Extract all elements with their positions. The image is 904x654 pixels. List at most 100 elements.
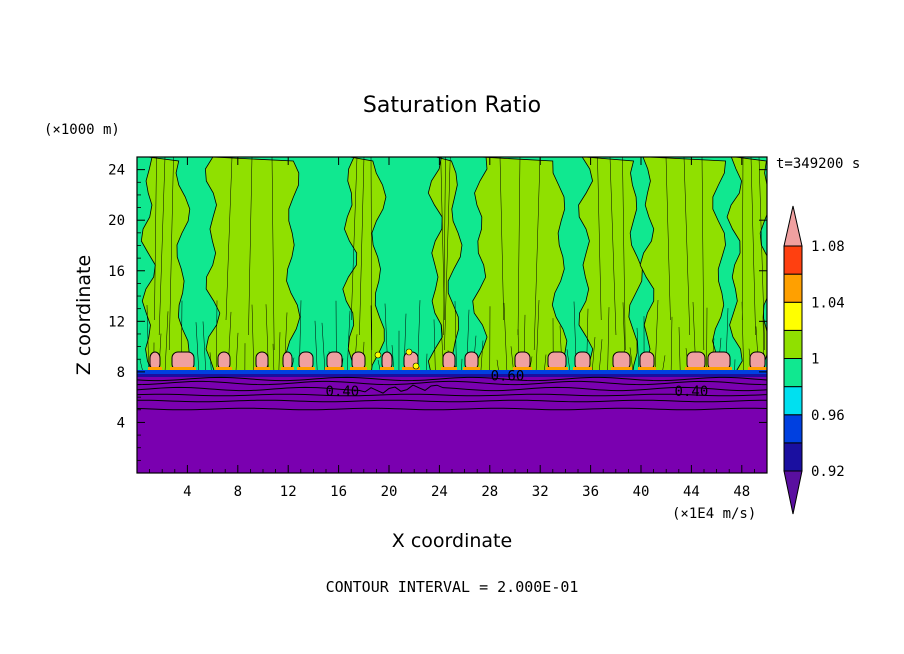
orange-fringe xyxy=(513,367,532,372)
streak xyxy=(670,316,673,373)
column-edge xyxy=(533,157,541,351)
colorbar: 1.08 1.04 1 0.96 0.92 xyxy=(783,205,845,515)
colorbar-swatch xyxy=(783,273,803,303)
x-tick-label: 12 xyxy=(280,484,297,500)
colorbar-swatch xyxy=(783,301,803,331)
streak xyxy=(425,353,428,373)
streak xyxy=(235,332,239,373)
x-tick-label: 44 xyxy=(683,484,700,500)
x-axis: 4 8 12 16 20 24 28 32 36 40 44 48 xyxy=(149,157,755,500)
time-label: t=349200 s xyxy=(776,156,860,172)
orange-fringe xyxy=(748,367,767,372)
streak xyxy=(251,304,255,373)
streak xyxy=(164,311,169,373)
column-edge xyxy=(517,157,521,336)
orange-fringe xyxy=(638,367,656,372)
contour-label: 0.40 xyxy=(675,384,709,400)
orange-fringe xyxy=(402,367,420,372)
column-edge xyxy=(750,157,756,336)
y-unit-label: (×1000 m) xyxy=(44,122,120,138)
orange-fringe xyxy=(350,367,367,372)
streak xyxy=(139,359,144,373)
chart-title: Saturation Ratio xyxy=(363,93,541,118)
column-edge xyxy=(597,157,602,321)
plot-area xyxy=(137,157,767,473)
y-tick-label: 12 xyxy=(108,314,125,330)
contour-line xyxy=(137,407,767,411)
orange-fringe xyxy=(297,367,315,372)
colorbar-swatch xyxy=(783,414,803,444)
orange-fringe xyxy=(148,367,162,372)
streak xyxy=(503,302,508,373)
column-edge xyxy=(683,157,691,336)
x-unit-label: (×1E4 m/s) xyxy=(672,506,756,522)
streak xyxy=(654,299,659,373)
x-tick-label: 36 xyxy=(582,484,599,500)
orange-fringe xyxy=(281,367,294,372)
y-tick-label: 8 xyxy=(117,365,125,381)
colorbar-swatch xyxy=(783,386,803,416)
colorbar-swatch xyxy=(783,358,803,388)
streak xyxy=(591,337,596,373)
y-tick-label: 16 xyxy=(108,264,125,280)
orange-fringe xyxy=(254,367,270,372)
contour-line xyxy=(137,399,767,403)
contour-line xyxy=(137,384,767,394)
streak xyxy=(566,349,571,373)
colorbar-swatch xyxy=(783,329,803,359)
streak xyxy=(433,319,436,373)
colorbar-swatch xyxy=(783,442,803,472)
streak xyxy=(202,321,207,373)
x-tick-label: 32 xyxy=(532,484,549,500)
streak xyxy=(321,322,326,373)
orange-fringe xyxy=(380,367,394,372)
contour-interval: CONTOUR INTERVAL = 2.000E-01 xyxy=(326,578,579,596)
column-edge xyxy=(154,157,157,321)
streak xyxy=(607,307,610,373)
streak xyxy=(535,300,540,373)
colorbar-top-arrow xyxy=(783,205,803,247)
contour-line xyxy=(137,380,767,386)
colorbar-label: 0.92 xyxy=(811,464,845,480)
contour-lines xyxy=(137,376,767,411)
streak xyxy=(496,359,500,373)
column-edge xyxy=(444,157,451,351)
streak xyxy=(195,322,200,373)
colorbar-label: 0.96 xyxy=(811,408,845,424)
streak xyxy=(741,301,744,373)
colorbar-bottom-arrow xyxy=(783,470,803,515)
x-tick-label: 24 xyxy=(431,484,448,500)
orange-fringe xyxy=(441,367,457,372)
x-axis-label: X coordinate xyxy=(392,530,512,552)
streak xyxy=(598,339,603,373)
streak xyxy=(346,310,351,373)
orange-fringe xyxy=(611,367,632,372)
x-tick-label: 20 xyxy=(381,484,398,500)
colorbar-label: 1 xyxy=(811,352,819,368)
streak xyxy=(370,305,373,373)
x-tick-label: 40 xyxy=(633,484,650,500)
navy-fringe xyxy=(137,374,767,377)
streak xyxy=(146,305,150,373)
streak xyxy=(216,300,218,373)
orange-fringe xyxy=(685,367,707,372)
streak xyxy=(314,320,318,373)
contour-line xyxy=(137,393,767,397)
column-edge xyxy=(443,157,446,336)
yellow-spot xyxy=(374,351,382,359)
streak xyxy=(543,354,547,373)
yellow-spot xyxy=(412,362,420,370)
column-edge xyxy=(271,157,275,351)
orange-fringe xyxy=(573,367,592,372)
vertical-columns xyxy=(139,157,767,378)
column-edge xyxy=(741,157,744,321)
x-tick-label: 4 xyxy=(183,484,191,500)
contour-label: 0.60 xyxy=(491,369,525,385)
x-tick-label: 8 xyxy=(234,484,242,500)
colorbar-label: 1.04 xyxy=(811,295,845,311)
orange-fringe xyxy=(170,367,196,372)
y-axis: 4 8 12 16 20 24 xyxy=(108,163,767,461)
contour-line xyxy=(137,376,767,382)
streak xyxy=(629,347,634,373)
orange-fringe xyxy=(463,367,480,372)
